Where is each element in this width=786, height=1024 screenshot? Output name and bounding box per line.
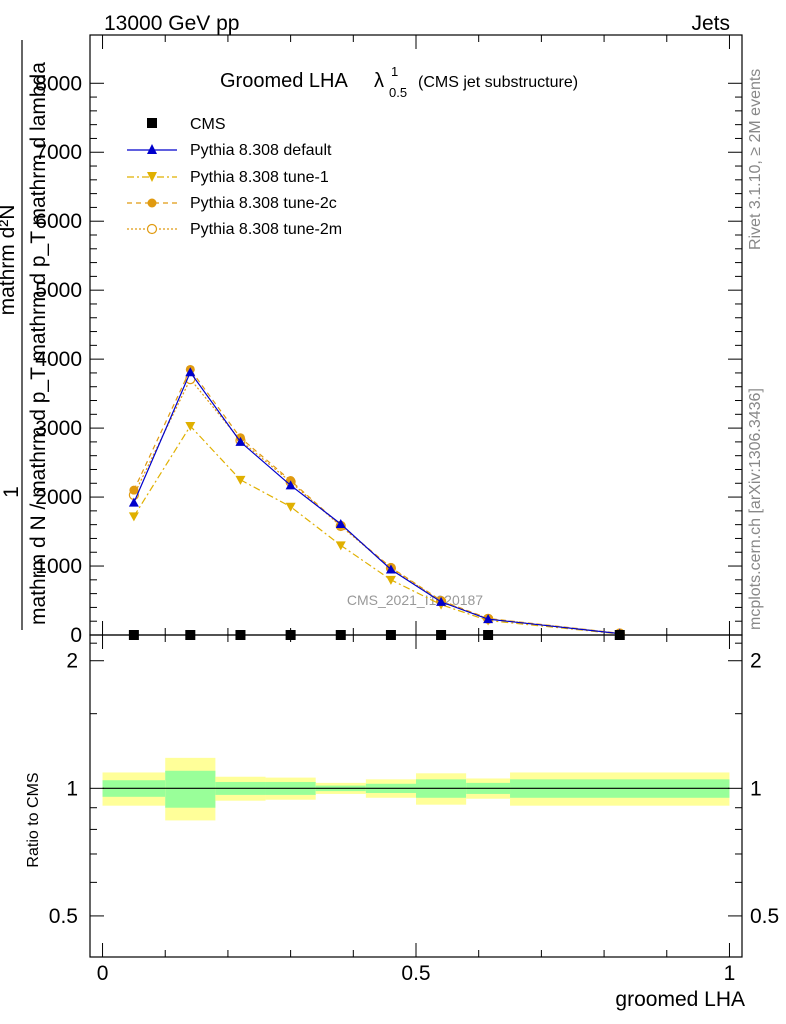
ratio-ytick-label-2: 2 [66,650,78,673]
series-2-point-4 [335,541,346,551]
main-ytick-label-5: 5000 [35,279,82,302]
series-2-point-1 [185,422,196,432]
rivet-label: Rivet 3.1.10, ≥ 2M events [747,69,764,250]
legend: CMS Pythia 8.308 default Pythia 8.308 tu… [127,116,342,238]
title-sup: 1 [391,64,398,79]
series-0-point-5 [385,630,396,640]
series-1-point-7 [483,614,494,624]
ylabel-denominator: mathrm d N / mathrm d p_T mathrm d p_T m… [27,62,50,625]
legend-marker-tune2m [146,223,158,235]
main-ytick-label-0: 0 [70,624,82,647]
series-0-point-4 [335,630,346,640]
series-1-point-0 [128,497,139,507]
series-0-point-6 [436,630,447,640]
series-0-point-0 [128,630,139,640]
ratio-xtick-label-1: 0.5 [401,962,430,985]
ratio-axis: 0 0.5 1 0.5 0.5 1 1 2 2 [49,634,779,985]
legend-marker-default [147,144,157,154]
main-frame [89,34,743,636]
ratio-ytick-label-1: 1 [66,777,78,800]
series-1-point-4 [335,518,346,528]
ratio-ylabel: Ratio to CMS [25,772,42,867]
title-lambda: λ [374,70,384,92]
legend-label-default: Pythia 8.308 default [190,142,332,159]
series-1-point-3 [285,480,296,490]
series-1-point-5 [385,564,396,574]
title-note: (CMS jet substructure) [418,74,578,91]
main-ytick-label-4: 4000 [35,348,82,371]
series-layer [128,364,625,640]
main-ytick-label-8: 8000 [35,72,82,95]
plot-title: Groomed LHA λ 1 0.5 (CMS jet substructur… [220,64,578,100]
title-sub: 0.5 [389,85,407,100]
ratio-inner-band-1 [165,770,216,808]
series-2-point-0 [128,512,139,522]
xlabel: groomed LHA [615,988,745,1011]
main-axis: 0 1000 2000 3000 4000 5000 6000 7000 8000 [35,34,743,647]
series-2-point-2 [235,475,246,485]
main-ytick-label-3: 3000 [35,417,82,440]
main-ytick-label-1: 1000 [35,555,82,578]
legend-label-tune2c: Pythia 8.308 tune-2c [190,195,337,212]
series-1-point-2 [235,436,246,446]
legend-marker-tune1 [147,172,157,182]
series-3-point-0 [129,485,139,495]
ylabel-one: 1 [0,486,23,498]
header-right: Jets [691,12,730,35]
legend-marker-tune2c [147,198,157,208]
title-main: Groomed LHA [220,70,348,92]
watermark: CMS_2021_I1920187 [347,592,483,608]
series-1-point-6 [436,596,447,606]
header-left: 13000 GeV pp [104,12,239,35]
legend-label-cms: CMS [190,116,226,133]
mcplots-label: mcplots.cern.ch [arXiv:1306.3436] [747,388,764,630]
series-0-point-8 [614,630,625,640]
ylabel-numerator: mathrm d²N [0,205,19,316]
series-2-point-3 [285,502,296,512]
ratio-ytick-label-right-1: 1 [750,777,762,800]
ratio-ytick-label-0: 0.5 [49,905,78,928]
legend-label-tune1: Pythia 8.308 tune-1 [190,169,329,186]
ratio-xtick-label-2: 1 [724,962,736,985]
series-0-point-7 [483,630,494,640]
series-0-point-2 [235,630,246,640]
series-1-point-1 [185,367,196,377]
series-2-point-5 [385,575,396,585]
ratio-xtick-label-0: 0 [97,962,109,985]
series-0-point-3 [285,630,296,640]
main-ytick-label-2: 2000 [35,486,82,509]
ratio-ytick-label-right-2: 2 [750,650,762,673]
ratio-ytick-label-right-0: 0.5 [750,905,779,928]
legend-label-tune2m: Pythia 8.308 tune-2m [190,221,342,238]
main-ytick-label-7: 7000 [35,141,82,164]
legend-marker-cms [147,118,157,128]
ratio-bands [102,757,730,821]
series-0-point-1 [185,630,196,640]
main-ytick-label-6: 6000 [35,210,82,233]
